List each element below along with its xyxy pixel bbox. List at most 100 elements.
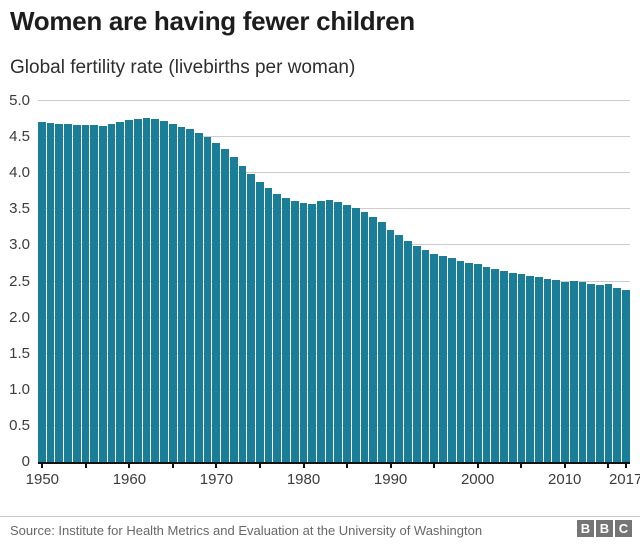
bar-1989 — [378, 222, 386, 462]
y-grid-line — [38, 316, 630, 318]
bar-1998 — [456, 260, 465, 462]
bar-1964 — [160, 120, 168, 462]
y-tick-label: 1.5 — [9, 344, 30, 362]
bar-1952 — [55, 124, 64, 462]
bar-1987 — [360, 212, 369, 462]
x-tick-mark — [171, 463, 174, 468]
bar-2007 — [534, 277, 543, 462]
x-tick-mark — [389, 463, 392, 468]
x-tick-mark — [346, 463, 349, 468]
bar-1990 — [386, 229, 395, 462]
bar-1972 — [229, 157, 238, 462]
bars-container — [38, 101, 630, 462]
y-grid-line — [38, 208, 630, 210]
y-grid-line — [38, 172, 630, 174]
bar-1959 — [116, 121, 125, 462]
bar-2011 — [569, 280, 578, 462]
bar-2013 — [587, 284, 595, 462]
bar-1966 — [177, 127, 186, 462]
bar-1965 — [168, 124, 177, 462]
x-tick-mark — [84, 463, 87, 468]
bar-1969 — [203, 137, 212, 462]
y-tick-label: 2.0 — [9, 308, 30, 326]
bar-1963 — [151, 119, 160, 462]
y-tick-label: 2.5 — [9, 272, 30, 290]
bar-2008 — [543, 278, 552, 462]
bar-1951 — [46, 123, 55, 462]
bar-1970 — [212, 142, 221, 462]
y-grid-line — [38, 280, 630, 282]
bar-1997 — [447, 258, 456, 462]
bar-1956 — [90, 124, 99, 462]
footer-divider — [0, 516, 640, 517]
source-note: Source: Institute for Health Metrics and… — [10, 523, 483, 538]
bar-1968 — [194, 132, 203, 462]
bar-2003 — [500, 270, 508, 462]
bar-1991 — [395, 235, 404, 462]
bar-1977 — [273, 194, 282, 462]
bar-1960 — [125, 119, 133, 462]
bar-1995 — [430, 254, 439, 462]
bar-1994 — [421, 250, 430, 462]
bar-2002 — [491, 269, 500, 462]
y-tick-label: 4.5 — [9, 128, 30, 146]
bar-1973 — [238, 165, 247, 462]
bar-1953 — [64, 124, 72, 462]
plot-area — [38, 100, 630, 464]
x-tick-mark — [607, 463, 610, 468]
bar-2017 — [622, 290, 630, 462]
bar-2004 — [508, 272, 517, 462]
y-tick-label: 4.0 — [9, 164, 30, 182]
y-tick-label: 1.0 — [9, 380, 30, 398]
bar-1961 — [133, 119, 142, 462]
x-tick-label: 1960 — [112, 471, 147, 488]
bar-1975 — [255, 181, 264, 462]
bar-1955 — [81, 124, 90, 462]
bar-1999 — [465, 262, 473, 462]
y-tick-label: 5.0 — [9, 92, 30, 109]
bar-1980 — [299, 202, 308, 462]
bar-2000 — [473, 264, 482, 462]
bar-1974 — [247, 173, 255, 462]
bar-1992 — [404, 241, 412, 462]
x-tick-mark — [433, 463, 436, 468]
y-tick-label: 3.0 — [9, 236, 30, 254]
x-tick-label: 1990 — [373, 471, 408, 488]
bar-1983 — [325, 199, 334, 462]
y-grid-line — [38, 100, 630, 101]
bbc-logo-letter: B — [577, 520, 594, 537]
bar-1993 — [412, 246, 421, 462]
x-tick-label: 1950 — [25, 471, 60, 488]
bar-2006 — [526, 275, 534, 462]
bar-1971 — [221, 149, 229, 462]
x-tick-mark — [41, 463, 44, 468]
bar-1950 — [38, 121, 46, 462]
y-grid-line — [38, 388, 630, 390]
chart-subtitle: Global fertility rate (livebirths per wo… — [10, 57, 356, 78]
bar-2016 — [613, 288, 622, 462]
y-axis: 5.0 4.5 4.0 3.5 3.0 2.5 2.0 1.5 1.0 0.5 0 — [0, 93, 32, 470]
bar-1988 — [369, 217, 378, 462]
x-tick-mark — [302, 463, 305, 468]
bar-1986 — [351, 207, 360, 462]
bbc-logo-letter: B — [596, 520, 613, 537]
bar-1984 — [334, 202, 343, 462]
bar-1982 — [317, 200, 325, 462]
bar-2015 — [604, 284, 613, 462]
x-tick-mark — [563, 463, 566, 468]
y-grid-line — [38, 352, 630, 354]
chart-title: Women are having fewer children — [10, 6, 415, 36]
bar-2001 — [482, 267, 491, 462]
bar-1996 — [439, 256, 447, 462]
y-tick-label: 0.5 — [9, 416, 30, 434]
bar-1954 — [72, 124, 81, 462]
y-tick-label: 3.5 — [9, 200, 30, 218]
x-tick-label: 1980 — [286, 471, 321, 488]
y-grid-line — [38, 424, 630, 426]
bar-2012 — [578, 281, 587, 462]
x-tick-label: 2010 — [548, 471, 582, 488]
bar-1976 — [264, 188, 273, 462]
x-tick-label: 2000 — [460, 471, 495, 488]
bbc-logo: B B C — [577, 520, 632, 537]
x-tick-mark — [259, 463, 261, 468]
